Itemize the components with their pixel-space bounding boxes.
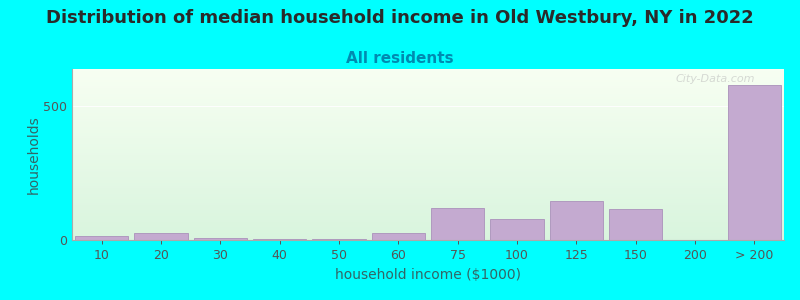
Y-axis label: households: households (26, 115, 40, 194)
Text: All residents: All residents (346, 51, 454, 66)
Bar (194, 238, 247, 240)
Text: Distribution of median household income in Old Westbury, NY in 2022: Distribution of median household income … (46, 9, 754, 27)
Bar (253, 239, 306, 240)
Bar (75, 236, 128, 240)
Bar (490, 219, 544, 240)
Bar (312, 239, 366, 240)
Bar (550, 201, 603, 240)
Bar (134, 233, 188, 240)
X-axis label: household income ($1000): household income ($1000) (335, 268, 521, 282)
Text: City-Data.com: City-Data.com (676, 74, 755, 84)
Bar (728, 85, 781, 240)
Bar (609, 209, 662, 240)
Bar (372, 232, 425, 240)
Bar (431, 208, 484, 240)
